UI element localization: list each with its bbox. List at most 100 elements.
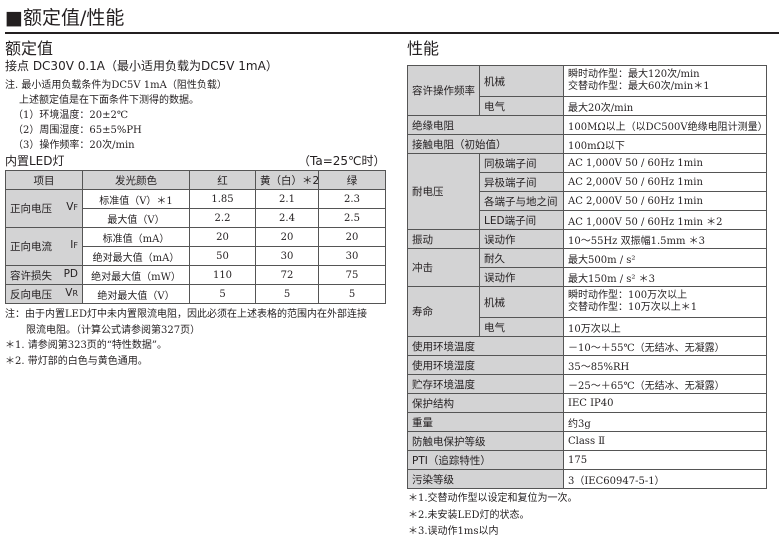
performance-table: 容许操作频率 机械 瞬时动作型：最大120次/min 交替动作型：最大60次/mi… [407, 65, 767, 489]
note-line: （3）操作频率：20次/min [13, 140, 135, 151]
sub-label: 机械 [479, 286, 564, 318]
cell: 20 [189, 227, 256, 247]
performance-footnotes: ＊1.交替动作型以设定和复位为一次。 ＊2.未安装LED灯的状态。 ＊3.误动作… [408, 491, 578, 541]
row-label: 贮存环境温度 [407, 374, 564, 394]
rating-notes: 注. 最小适用负载条件为DC5V 1mA（阻性负载） 上述额定值是在下面条件下测… [5, 78, 227, 153]
cell: 5 [189, 284, 256, 304]
cell: 5 [318, 284, 386, 304]
header-cell: 项目 [5, 170, 83, 190]
cell: 100MΩ以上（以DC500V绝缘电阻计测量） [563, 115, 767, 135]
table-row: 寿命 机械 瞬时动作型：100万次以上 交替动作型：10万次以上＊1 [407, 286, 767, 337]
footnote: 限流电阻。（计算公式请参阅第327页） [26, 324, 201, 336]
sub-label: 电气 [479, 317, 564, 337]
row-label: 冲击 [407, 248, 480, 287]
table-header: 项目 发光颜色 红 黄（白）＊2 绿 [5, 170, 386, 190]
group-label: 正向电流 IF [5, 227, 83, 266]
cell: 2.4 [255, 208, 319, 228]
footnote: ＊2. 带灯部的白色与黄色通用。 [5, 355, 148, 367]
row-label: 寿命 [407, 286, 480, 337]
group-label: 容许损失 PD [5, 265, 83, 285]
sub-label: 电气 [479, 96, 564, 116]
cell: 20 [255, 227, 319, 247]
footnote: 注：由于内置LED灯中未内置限流电阻，因此必须在上述表格的范围内在外部连接 [5, 309, 367, 320]
table-row: 绝缘电阻 100MΩ以上（以DC500V绝缘电阻计测量） [407, 115, 767, 135]
table-row: 容许操作频率 机械 瞬时动作型：最大120次/min 交替动作型：最大60次/mi… [407, 65, 767, 116]
contact-rating: 接点 DC30V 0.1A（最小适用负载为DC5V 1mA） [5, 59, 278, 73]
cell: 2.1 [255, 189, 319, 209]
led-title: 内置LED灯 [5, 154, 65, 168]
header-cell: 红 [189, 170, 256, 190]
cell: 50 [189, 246, 256, 266]
table-row: 电气 最大20次/min [408, 96, 767, 116]
led-table: 项目 发光颜色 红 黄（白）＊2 绿 正向电压 VF 标准值（V）＊1 1.85 … [5, 170, 386, 304]
footnote: ＊2.未安装LED灯的状态。 [408, 509, 530, 521]
cell: －10～＋55℃（无结冰、无凝露） [563, 336, 767, 356]
row-label: 标准值（mA） [82, 227, 190, 247]
performance-heading: 性能 [407, 39, 440, 58]
row-label: 振动 [407, 229, 480, 249]
cell: 75 [318, 265, 386, 285]
cell: 瞬时动作型：100万次以上 交替动作型：10万次以上＊1 [563, 286, 767, 318]
table-row: 保护结构 IEC IP40 [407, 393, 767, 413]
cell: 10～55Hz 双振幅1.5mm ＊3 [563, 229, 767, 249]
row-label: 绝缘电阻 [407, 115, 564, 135]
cell: 35～85%RH [563, 355, 767, 375]
title-divider [5, 32, 779, 34]
header-cell: 发光颜色 [82, 170, 190, 190]
note-line: 注. 最小适用负载条件为DC5V 1mA（阻性负载） [5, 80, 227, 91]
sub-label: 各端子与地之间 [479, 191, 564, 211]
table-row: 接触电阻（初始值） 100mΩ以下 [407, 134, 767, 154]
row-label: 使用环境湿度 [407, 355, 564, 375]
table-row: 各端子与地之间 AC 2,000V 50 / 60Hz 1min [408, 191, 767, 211]
table-row: 振动 误动作 10～55Hz 双振幅1.5mm ＊3 [407, 229, 767, 249]
table-row: 冲击 耐久 最大500m / s² [407, 248, 767, 287]
page-title: ■额定值/性能 [5, 7, 125, 29]
sub-label: 机械 [479, 65, 564, 97]
cell: 1.85 [189, 189, 256, 209]
table-row: 防触电保护等级 Class Ⅱ [407, 431, 767, 451]
cell: 瞬时动作型：最大120次/min 交替动作型：最大60次/min＊1 [563, 65, 767, 97]
row-label: 接触电阻（初始值） [407, 134, 564, 154]
row-label: PTI（追踪特性） [407, 450, 564, 470]
cell: 110 [189, 265, 256, 285]
row-label: 保护结构 [407, 393, 564, 413]
group-label: 正向电压 VF [5, 189, 83, 228]
table-row: 使用环境湿度 35～85%RH [407, 355, 767, 375]
cell: AC 1,000V 50 / 60Hz 1min ＊2 [563, 210, 767, 230]
group-label: 反向电压 VR [5, 284, 83, 304]
table-row: 重量 约3g [407, 412, 767, 432]
cell: 最大500m / s² [563, 248, 767, 268]
cell: 2.2 [189, 208, 256, 228]
footnote: ＊1.交替动作型以设定和复位为一次。 [408, 493, 578, 504]
table-row: PTI（追踪特性） 175 [407, 450, 767, 470]
cell: AC 1,000V 50 / 60Hz 1min [563, 153, 767, 173]
table-row: 污染等级 3（IEC60947-5-1） [407, 469, 767, 489]
cell: 30 [318, 246, 386, 266]
sub-label: 同极端子间 [479, 153, 564, 173]
table-row: 正向电流 IF 标准值（mA） 20 20 20 [5, 227, 386, 266]
led-condition: （Ta=25℃时） [298, 154, 386, 168]
cell: 最大20次/min [563, 96, 767, 116]
table-row: LED端子间 AC 1,000V 50 / 60Hz 1min ＊2 [408, 210, 767, 230]
row-label: 防触电保护等级 [407, 431, 564, 451]
cell: 175 [563, 450, 767, 470]
header-cell: 绿 [318, 170, 386, 190]
row-label: 使用环境温度 [407, 336, 564, 356]
sub-label: 耐久 [479, 248, 564, 268]
sub-label: LED端子间 [479, 210, 564, 230]
table-row: 耐电压 同极端子间 AC 1,000V 50 / 60Hz 1min [407, 153, 767, 230]
table-row: 最大值（V） 2.2 2.4 2.5 [6, 208, 386, 228]
table-row: 使用环境温度 －10～＋55℃（无结冰、无凝露） [407, 336, 767, 356]
footnote: ＊1. 请参阅第323页的“特性数据”。 [5, 340, 168, 351]
cell: 72 [255, 265, 319, 285]
note-line: （2）周围湿度：65±5%PH [13, 125, 142, 136]
row-label: 最大值（V） [82, 208, 190, 228]
cell: －25～＋65℃（无结冰、无凝露） [563, 374, 767, 394]
cell: Class Ⅱ [563, 431, 767, 451]
cell: 最大150m / s² ＊3 [563, 267, 767, 287]
row-label: 容许操作频率 [407, 65, 480, 116]
row-label: 标准值（V）＊1 [82, 189, 190, 209]
table-row: 电气 10万次以上 [408, 317, 767, 337]
sub-label: 误动作 [479, 229, 564, 249]
note-line: （1）环境温度：20±2℃ [13, 110, 129, 121]
